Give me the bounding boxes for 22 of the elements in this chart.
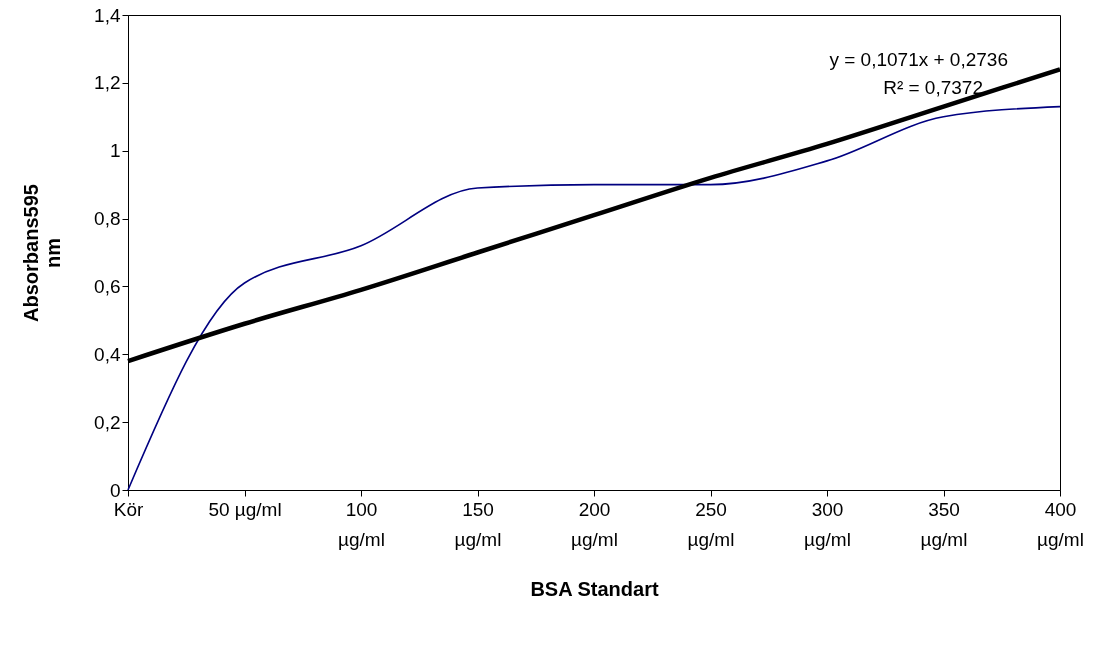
y-tick-label: 1,2 — [94, 72, 121, 94]
y-tick-label: 0,2 — [94, 411, 121, 433]
y-tick-label: 0,8 — [94, 208, 121, 230]
y-tick-label: 1,4 — [94, 4, 121, 26]
x-tick-label: Kör — [113, 498, 144, 520]
x-tick-label: 50 µg/ml — [208, 498, 282, 520]
line-series — [127, 105, 1061, 491]
y-tick-label: 0 — [109, 479, 121, 501]
x-tick-label: 350 µg/ml — [920, 498, 968, 550]
y-tick-label: 1 — [109, 140, 121, 162]
annotation: R² = 0,7372 — [883, 77, 983, 98]
x-tick-label: 300 µg/ml — [804, 498, 851, 550]
y-tick-label: 0,6 — [94, 275, 121, 297]
x-tick-label: 200 µg/ml — [571, 498, 618, 550]
y-axis-title: Absorbans595 nm — [20, 184, 65, 322]
y-tick-label: 0,4 — [94, 343, 121, 365]
annotation: y = 0,1071x + 0,2736 — [829, 49, 1008, 70]
x-tick-label: 100 µg/ml — [338, 498, 385, 550]
x-tick-label: 250 µg/ml — [687, 498, 735, 550]
x-tick-label: 150 µg/ml — [454, 498, 502, 550]
x-tick-label: 400 µg/ml — [1037, 498, 1084, 550]
x-axis-title: BSA Standart — [530, 577, 659, 600]
